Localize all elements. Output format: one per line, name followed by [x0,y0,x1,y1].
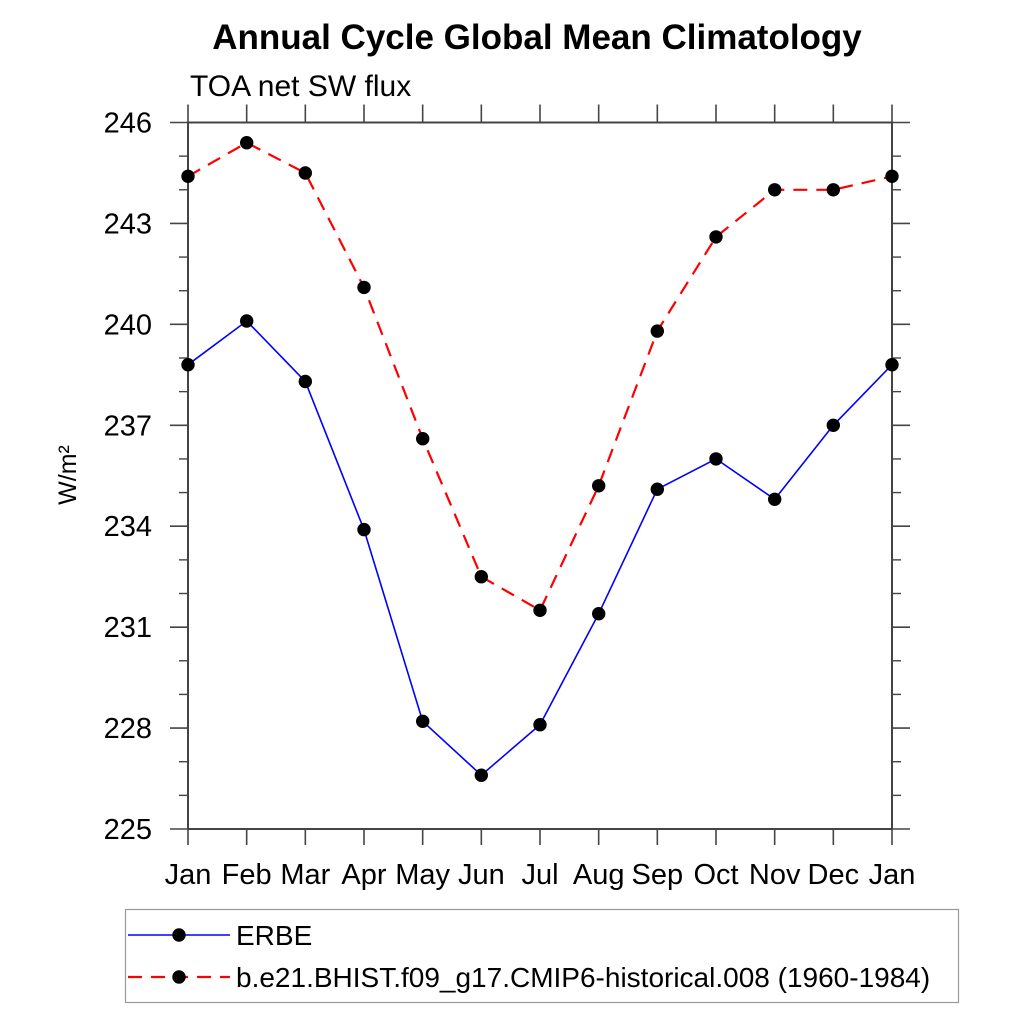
x-tick-label: Apr [341,859,386,891]
legend-box [124,908,960,1004]
data-point [474,768,488,782]
series-0 [181,314,899,782]
x-tick-label: Jan [869,859,916,891]
legend-entry-erbe: ERBE [128,920,312,951]
series-1 [181,136,899,617]
x-tick-label: Feb [222,859,272,891]
x-tick-label: May [395,859,450,891]
y-tick-label: 228 [104,713,152,745]
data-point [885,169,899,183]
data-point [650,482,664,496]
y-axis-label: W/m² [54,445,82,505]
series-1-line [187,141,893,612]
x-tick-label: Jun [458,859,505,891]
data-point [826,418,840,432]
legend-entry-model: b.e21.BHIST.f09_g17.CMIP6-historical.008… [128,962,930,993]
data-point [709,230,723,244]
y-tick-label: 240 [104,309,152,341]
y-tick-label: 234 [104,511,152,543]
x-tick-label: Jul [521,859,558,891]
data-point [533,603,547,617]
series-0-line [187,319,893,777]
data-point [709,452,723,466]
x-axis: Jan Feb Mar Apr May Jun Jul Aug Sep Oct Nov Dec Jan [165,104,916,891]
data-point [474,570,488,584]
y-tick-label: 231 [104,612,152,644]
plot-area: Jan Feb Mar Apr May Jun Jul Aug Sep Oct Nov Dec Jan 2… [104,104,916,891]
data-point [240,136,254,150]
data-point [768,492,782,506]
chart-title: Annual Cycle Global Mean Climatology [212,18,862,57]
legend-label-erbe: ERBE [236,920,312,951]
data-point [416,714,430,728]
legend: ERBE b.e21.BHIST.f09_g17.CMIP6-historica… [124,908,960,1004]
y-tick-label: 225 [104,814,152,846]
data-point [240,314,254,328]
data-point [885,358,899,372]
data-point [357,280,371,295]
data-point [181,358,195,372]
x-tick-label: Nov [749,859,801,891]
x-tick-label: Mar [280,859,330,891]
data-point [826,183,840,197]
data-point [592,479,606,493]
y-tick-label: 237 [104,410,152,442]
y-tick-label: 246 [104,108,152,140]
data-point [357,522,371,537]
x-tick-label: Dec [808,859,860,891]
y-axis: 225 228 231 234 237 240 243 246 [104,108,910,846]
data-point [298,166,312,180]
legend-marker-circle [172,970,186,984]
legend-marker-circle [172,928,186,942]
y-tick-label: 243 [104,208,152,240]
data-point [650,324,664,338]
data-point [768,183,782,197]
data-point [416,432,430,446]
data-point [592,607,606,621]
x-tick-label: Sep [632,859,684,891]
legend-label-model: b.e21.BHIST.f09_g17.CMIP6-historical.008… [236,962,930,993]
data-point [298,374,312,389]
x-tick-label: Oct [693,859,738,891]
chart-subtitle: TOA net SW flux [190,70,411,103]
x-tick-label: Jan [165,859,212,891]
data-point [533,718,547,732]
x-tick-label: Aug [573,859,625,891]
data-point [181,169,195,183]
